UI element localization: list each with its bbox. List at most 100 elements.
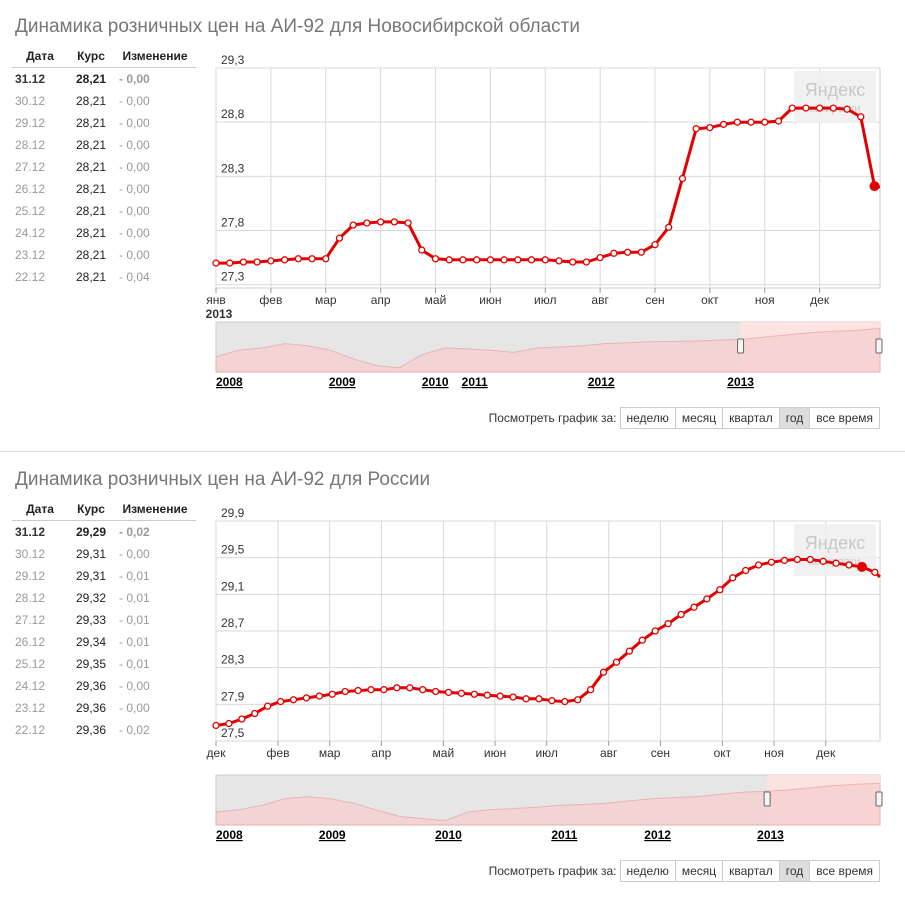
col-header-date: Дата — [12, 501, 68, 521]
row-date: 30.12 — [15, 94, 46, 108]
row-date: 22.12 — [15, 723, 46, 737]
row-rate: 29,31 — [75, 547, 107, 561]
data-point — [761, 118, 769, 126]
data-point — [690, 603, 698, 611]
table-row: 26.12 28,21 - 0,00 — [12, 178, 196, 200]
data-point — [574, 696, 582, 704]
data-point — [496, 692, 504, 700]
x-tick-label: фев — [259, 293, 282, 307]
period-all-time-button[interactable]: все время — [809, 407, 880, 429]
row-rate: 28,21 — [75, 160, 107, 174]
table-row: 31.12 29,29 - 0,02 — [12, 521, 196, 544]
period-quarter-button[interactable]: квартал — [722, 407, 780, 429]
row-change: - 0,00 — [119, 701, 150, 715]
data-point — [541, 256, 549, 264]
line-chart[interactable]: 29,9 29,5 29,1 28,7 28,3 27,9 27,5 дек фев мар апр… — [196, 503, 886, 775]
data-point — [419, 686, 427, 694]
table-row: 30.12 28,21 - 0,00 — [12, 90, 196, 112]
table-row: 26.12 29,34 - 0,01 — [12, 631, 196, 653]
row-rate: 28,21 — [75, 138, 107, 152]
data-point — [555, 257, 563, 265]
chart-navigator[interactable]: 2008 2009 2010 2011 2012 2013 — [196, 320, 886, 395]
period-quarter-button[interactable]: квартал — [722, 860, 780, 882]
navigator-year-label: 2012 — [588, 375, 615, 389]
y-tick-label: 28,7 — [221, 616, 245, 630]
data-point — [302, 694, 311, 702]
row-rate: 29,36 — [75, 723, 107, 737]
chart-panel-novosibirsk: Динамика розничных цен на АИ-92 для Ново… — [0, 0, 905, 450]
period-year-button[interactable]: год — [778, 860, 811, 882]
x-tick-label: мар — [319, 746, 341, 760]
navigator-year-label: 2013 — [757, 828, 784, 842]
row-date: 22.12 — [15, 270, 46, 284]
data-point — [535, 695, 543, 703]
x-tick-label: дек — [207, 746, 227, 760]
row-change: - 0,01 — [119, 635, 150, 649]
table-row: 28.12 29,32 - 0,01 — [12, 587, 196, 609]
period-week-button[interactable]: неделю — [619, 860, 676, 882]
data-point — [500, 256, 508, 264]
data-point — [212, 259, 220, 267]
data-point — [514, 256, 522, 264]
period-week-button[interactable]: неделю — [619, 407, 676, 429]
data-point — [741, 566, 750, 575]
row-rate: 28,21 — [75, 248, 107, 262]
data-point — [637, 248, 645, 256]
data-point — [582, 258, 591, 266]
table-row: 31.12 28,21 - 0,00 — [12, 68, 196, 91]
chart-panel-russia: Динамика розничных цен на АИ-92 для Росс… — [0, 453, 905, 903]
data-point — [774, 117, 783, 125]
data-point — [367, 686, 375, 694]
row-change: - 0,02 — [119, 525, 150, 539]
data-point — [767, 558, 776, 566]
data-point — [315, 692, 323, 700]
navigator-profile — [215, 327, 881, 373]
data-point — [747, 118, 755, 126]
row-change: - 0,00 — [119, 547, 150, 561]
data-point — [404, 219, 412, 227]
period-month-button[interactable]: месяц — [674, 407, 724, 429]
table-row: 28.12 28,21 - 0,00 — [12, 134, 196, 156]
row-date: 24.12 — [15, 679, 46, 693]
plot-area — [215, 67, 881, 289]
data-point — [678, 174, 687, 183]
chart-title: Динамика розничных цен на АИ-92 для Росс… — [15, 469, 431, 490]
data-point — [363, 219, 371, 227]
period-all-time-button[interactable]: все время — [809, 860, 880, 882]
table-row: 30.12 29,31 - 0,00 — [12, 543, 196, 565]
x-tick-label: дек — [810, 293, 830, 307]
chart-navigator[interactable]: 2008 2009 2010 2011 2012 2013 — [196, 773, 886, 848]
data-point — [677, 610, 685, 619]
period-selector: Посмотреть график за: неделю месяц кварт… — [489, 860, 880, 882]
data-point — [638, 636, 646, 644]
data-point — [251, 709, 259, 718]
data-point — [444, 688, 453, 697]
data-point — [857, 113, 865, 121]
watermark-brand: Яндекс — [805, 80, 866, 100]
table-row: 23.12 28,21 - 0,00 — [12, 244, 196, 266]
x-tick-label: дек — [816, 746, 836, 760]
table-row: 27.12 29,33 - 0,01 — [12, 609, 196, 631]
data-point — [832, 559, 840, 567]
y-tick-label: 29,3 — [221, 53, 245, 67]
data-point — [561, 697, 569, 706]
line-chart[interactable]: 29,3 28,8 28,3 27,8 27,3 янв фев мар апр май июн ию… — [196, 50, 886, 322]
data-point — [802, 104, 810, 112]
period-month-button[interactable]: месяц — [674, 860, 724, 882]
data-point — [483, 691, 491, 699]
x-tick-label: окт — [714, 746, 732, 760]
col-header-rate: Курс — [68, 501, 114, 521]
data-point — [380, 686, 388, 694]
data-point — [599, 668, 608, 676]
x-tick-label: апр — [371, 746, 391, 760]
navigator-year-label: 2010 — [422, 375, 449, 389]
period-year-button[interactable]: год — [778, 407, 811, 429]
row-date: 26.12 — [15, 182, 46, 196]
data-point — [406, 684, 414, 692]
data-point — [431, 687, 440, 696]
col-header-rate: Курс — [68, 48, 114, 68]
data-point — [393, 684, 401, 692]
y-tick-label: 27,8 — [221, 216, 245, 230]
data-point — [335, 234, 344, 242]
data-point — [264, 702, 272, 710]
